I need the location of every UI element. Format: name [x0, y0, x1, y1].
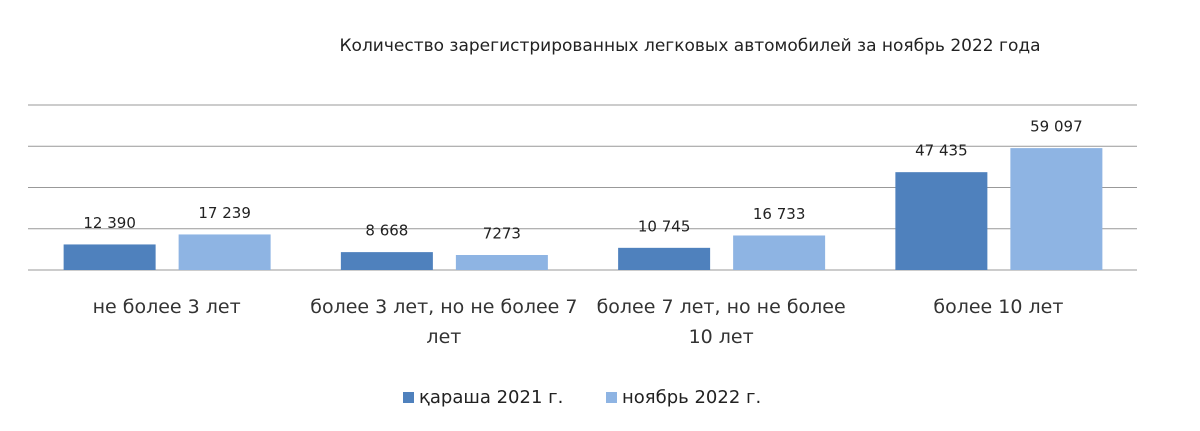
- x-tick-label: более 7 лет, но не более 10 лет: [596, 296, 846, 348]
- x-tick-label: более 3 лет, но не более 7 лет: [310, 296, 578, 348]
- bar: [340, 252, 433, 270]
- value-label: 8 668: [365, 222, 408, 240]
- bar: [618, 247, 711, 270]
- bar: [1010, 148, 1103, 270]
- value-label: 47 435: [915, 142, 968, 160]
- legend-label: қараша 2021 г.: [419, 387, 563, 408]
- value-label: 10 745: [638, 217, 691, 235]
- bar: [178, 234, 271, 270]
- x-tick-label: более 10 лет: [933, 296, 1064, 318]
- bar: [63, 244, 156, 270]
- legend-label: ноябрь 2022 г.: [622, 387, 761, 408]
- legend-swatch: [403, 392, 414, 403]
- value-label: 16 733: [753, 205, 806, 223]
- x-tick-label: не более 3 лет: [92, 296, 241, 318]
- bar: [455, 254, 548, 270]
- chart-title: Количество зарегистрированных легковых а…: [339, 36, 1040, 56]
- value-label: 17 239: [198, 204, 251, 222]
- value-label: 59 097: [1030, 118, 1083, 136]
- bar: [895, 172, 988, 270]
- bar: [733, 235, 826, 270]
- value-label: 7273: [483, 224, 521, 242]
- value-label: 12 390: [83, 214, 136, 232]
- legend-swatch: [606, 392, 617, 403]
